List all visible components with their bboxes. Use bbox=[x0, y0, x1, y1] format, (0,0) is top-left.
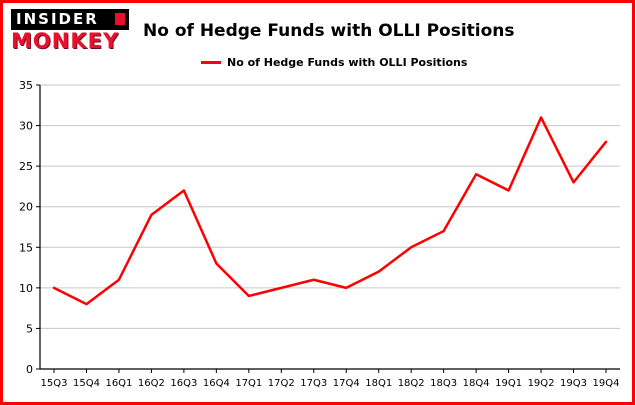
legend-line-swatch bbox=[201, 60, 221, 64]
svg-text:17Q1: 17Q1 bbox=[235, 378, 262, 389]
svg-text:18Q1: 18Q1 bbox=[365, 378, 392, 389]
svg-text:10: 10 bbox=[19, 282, 33, 295]
legend: No of Hedge Funds with OLLI Positions bbox=[3, 51, 632, 73]
svg-text:19Q4: 19Q4 bbox=[593, 378, 620, 389]
svg-text:25: 25 bbox=[19, 160, 33, 173]
svg-text:18Q3: 18Q3 bbox=[430, 378, 457, 389]
svg-text:19Q3: 19Q3 bbox=[560, 378, 587, 389]
svg-text:17Q4: 17Q4 bbox=[333, 378, 360, 389]
svg-text:16Q4: 16Q4 bbox=[203, 378, 230, 389]
svg-text:20: 20 bbox=[19, 201, 33, 214]
svg-text:19Q1: 19Q1 bbox=[495, 378, 522, 389]
legend-label: No of Hedge Funds with OLLI Positions bbox=[227, 55, 468, 69]
svg-text:0: 0 bbox=[26, 363, 33, 376]
svg-text:16Q3: 16Q3 bbox=[170, 378, 197, 389]
svg-text:35: 35 bbox=[19, 79, 33, 92]
svg-text:18Q4: 18Q4 bbox=[463, 378, 490, 389]
svg-text:17Q2: 17Q2 bbox=[268, 378, 295, 389]
line-chart: 0 5 10 15 20 25 30 35 15Q3 15Q4 16Q1 16Q2 16Q3 16Q4 17… bbox=[19, 79, 620, 389]
logo-text-monkey: MONKEY bbox=[11, 28, 120, 53]
logo-top-row: INSIDER bbox=[11, 9, 129, 30]
page-title: No of Hedge Funds with OLLI Positions bbox=[143, 20, 515, 41]
svg-text:16Q1: 16Q1 bbox=[105, 378, 132, 389]
insider-monkey-logo: INSIDER MONKEY bbox=[11, 9, 129, 52]
svg-text:15: 15 bbox=[19, 241, 33, 254]
svg-text:15Q4: 15Q4 bbox=[73, 378, 100, 389]
svg-text:17Q3: 17Q3 bbox=[300, 378, 327, 389]
svg-text:19Q2: 19Q2 bbox=[528, 378, 555, 389]
svg-text:5: 5 bbox=[26, 322, 33, 335]
logo-red-box-icon bbox=[115, 13, 125, 26]
svg-text:30: 30 bbox=[19, 120, 33, 133]
svg-text:16Q2: 16Q2 bbox=[138, 378, 165, 389]
svg-text:15Q3: 15Q3 bbox=[41, 378, 68, 389]
svg-text:18Q2: 18Q2 bbox=[398, 378, 425, 389]
chart-header: INSIDER MONKEY No of Hedge Funds with OL… bbox=[3, 3, 632, 52]
logo-text-insider: INSIDER bbox=[16, 10, 99, 29]
